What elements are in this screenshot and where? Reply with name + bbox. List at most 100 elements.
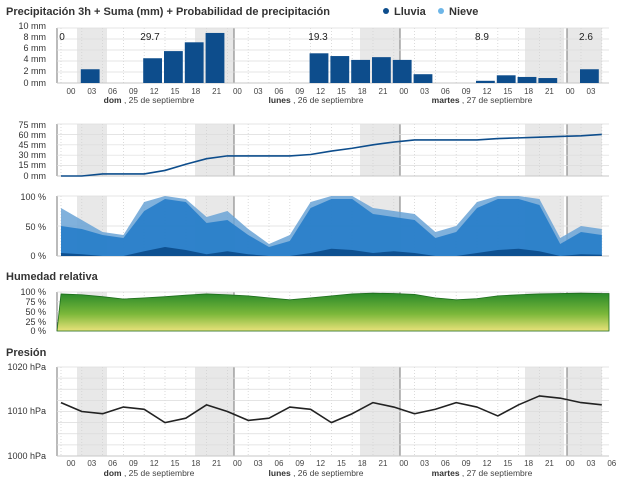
hour-tick-label: 09 (295, 87, 304, 96)
hour-tick-label: 15 (171, 87, 180, 96)
day-name: martes (432, 95, 460, 105)
hour-tick-label: 03 (587, 459, 596, 468)
hour-tick-label: 12 (316, 459, 325, 468)
hour-tick-label: 00 (233, 87, 242, 96)
rain-bar (205, 32, 225, 83)
period-sum-label: 0 (59, 32, 65, 43)
hour-tick-label: 18 (524, 87, 533, 96)
pressure-chart-title: Presión (6, 347, 47, 359)
hour-tick-label: 00 (399, 87, 408, 96)
hour-tick-label: 00 (67, 87, 76, 96)
hour-tick-label: 09 (129, 459, 138, 468)
precip-y-axis: 10 mm 8 mm 6 mm 4 mm 2 mm 0 mm (18, 21, 46, 88)
rain-bar (351, 59, 370, 83)
cumulative-ytick: 75 mm (18, 120, 46, 130)
hour-tick-label: 21 (212, 459, 221, 468)
rain-bar (476, 80, 495, 83)
day-date: , 27 de septiembre (460, 95, 533, 105)
rain-bar (517, 76, 537, 83)
hour-tick-label: 09 (462, 87, 471, 96)
hour-tick-label: 18 (524, 459, 533, 468)
period-sum-label: 2.6 (579, 32, 593, 43)
hour-tick-label: 21 (379, 459, 388, 468)
day-name: dom (104, 95, 122, 105)
hour-tick-label: 18 (191, 87, 200, 96)
period-sum-label: 29.7 (140, 32, 160, 43)
precip-legend: Lluvia Nieve (383, 6, 478, 18)
day-name: martes (432, 468, 460, 478)
pressure-line (60, 395, 602, 424)
precip-ytick: 2 mm (24, 66, 47, 76)
humidity-chart-title: Humedad relativa (6, 271, 99, 283)
hour-tick-label: 03 (420, 459, 429, 468)
hour-tick-label: 12 (150, 459, 159, 468)
hour-tick-label: 21 (379, 87, 388, 96)
hour-tick-label: 18 (358, 459, 367, 468)
hour-tick-label: 12 (483, 459, 492, 468)
humidity-ytick: 0 % (30, 326, 46, 336)
humidity-ytick: 25 % (25, 317, 46, 327)
probability-ytick: 0 % (30, 251, 46, 261)
day-date: , 25 de septiembre (122, 468, 195, 478)
hour-tick-label: 21 (212, 87, 221, 96)
precip-ytick: 0 mm (24, 78, 47, 88)
pressure-ytick: 1010 hPa (7, 406, 46, 416)
legend-snow-marker (438, 8, 444, 14)
rain-bar (330, 56, 350, 83)
humidity-y-axis: 100 % 75 % 50 % 25 % 0 % (20, 287, 46, 336)
day-name: dom (104, 468, 122, 478)
humidity-area (56, 292, 610, 332)
hour-tick-label: 15 (503, 87, 512, 96)
hour-tick-label: 03 (587, 87, 596, 96)
day-label: martes , 27 de septiembre (432, 468, 533, 478)
day-label: martes , 27 de septiembre (432, 95, 533, 105)
probability-area-inner (61, 247, 602, 256)
hour-tick-label: 15 (337, 87, 346, 96)
humidity-ytick: 50 % (25, 307, 46, 317)
hour-tick-label: 09 (129, 87, 138, 96)
rain-bar (413, 74, 433, 83)
hour-tick-label: 06 (275, 459, 284, 468)
day-name: lunes (269, 95, 291, 105)
chart-marks: 0 29.7 19.3 8.9 2.6 00 03 06 09 12 15 18 21 00 03 06 09 1… (56, 27, 617, 468)
hour-tick-label: 15 (503, 459, 512, 468)
legend-rain-marker (383, 8, 389, 14)
hour-tick-label: 00 (399, 459, 408, 468)
period-sum-label: 8.9 (475, 32, 489, 43)
hour-tick-label: 09 (295, 459, 304, 468)
probability-ytick: 50 % (25, 222, 46, 232)
day-date: , 25 de septiembre (122, 95, 195, 105)
rain-bar (392, 59, 412, 83)
rain-bar (184, 42, 204, 83)
rain-bar (372, 57, 391, 83)
cumulative-night-shade (195, 124, 234, 176)
legend-snow-label: Nieve (449, 6, 478, 18)
hour-tick-label: 15 (337, 459, 346, 468)
cumulative-night-shade (525, 124, 564, 176)
hour-tick-label: 00 (67, 459, 76, 468)
cumulative-ytick: 45 mm (18, 140, 46, 150)
hour-tick-label: 18 (358, 87, 367, 96)
day-date: , 27 de septiembre (460, 468, 533, 478)
humidity-ytick: 100 % (20, 287, 46, 297)
probability-ytick: 100 % (20, 192, 46, 202)
precip-ytick: 10 mm (18, 21, 46, 31)
rain-bar (309, 53, 329, 83)
probability-y-axis: 100 % 50 % 0 % (20, 192, 46, 261)
rain-bar (496, 75, 516, 83)
hour-tick-label: 00 (566, 459, 575, 468)
hour-tick-label: 21 (545, 87, 554, 96)
cumulative-y-axis: 75 mm 60 mm 45 mm 30 mm 15 mm 0 mm (18, 120, 46, 181)
precip-ytick: 8 mm (24, 32, 47, 42)
hour-tick-label: 21 (545, 459, 554, 468)
precip-chart-title: Precipitación 3h + Suma (mm) + Probabili… (6, 6, 330, 18)
day-date: , 26 de septiembre (291, 468, 364, 478)
hour-tick-label: 06 (108, 87, 117, 96)
hour-tick-label: 06 (108, 459, 117, 468)
rain-bar (80, 69, 100, 83)
precip-ytick: 6 mm (24, 43, 47, 53)
cumulative-night-shade (77, 124, 107, 176)
cumulative-ytick: 30 mm (18, 150, 46, 160)
day-label: dom , 25 de septiembre (104, 95, 195, 105)
